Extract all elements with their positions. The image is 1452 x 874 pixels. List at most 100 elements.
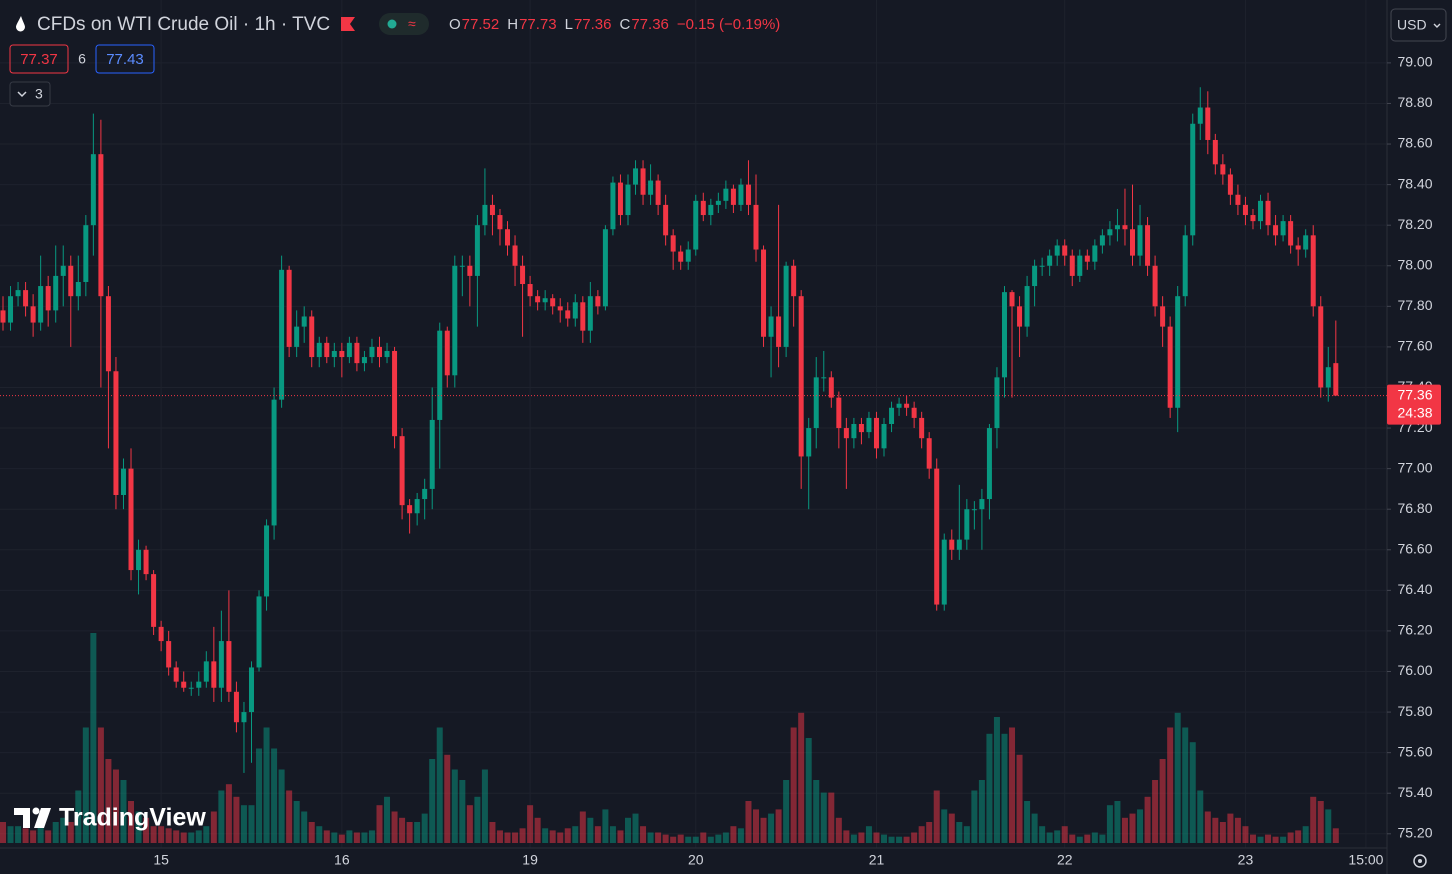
candle-body — [723, 188, 729, 201]
candle-body — [602, 229, 608, 307]
volume-bar — [745, 801, 752, 843]
volume-bar — [406, 822, 413, 843]
volume-bar — [1242, 826, 1249, 843]
volume-bar — [813, 780, 820, 843]
sell-button[interactable] — [9, 44, 69, 74]
volume-bar — [150, 826, 157, 843]
volume-bar — [256, 748, 263, 843]
candle-body — [1077, 255, 1083, 276]
volume-bar — [1325, 809, 1332, 843]
candle-body — [881, 424, 887, 449]
volume-bar — [361, 832, 368, 843]
volume-bar — [37, 826, 44, 843]
volume-bar — [1129, 813, 1136, 843]
candle-body — [422, 488, 428, 500]
volume-bar — [843, 830, 850, 843]
candle-body — [45, 286, 51, 311]
volume-bar — [240, 805, 247, 843]
volume-bar — [519, 828, 526, 843]
volume-bar — [572, 826, 579, 843]
candle-body — [640, 168, 646, 195]
candle-body — [1084, 255, 1090, 262]
candle-body — [1130, 229, 1135, 256]
candle-body — [75, 281, 81, 297]
volume-bar — [926, 822, 933, 843]
volume-bar — [15, 826, 22, 843]
candle-body — [595, 296, 601, 307]
candle-body — [1145, 225, 1151, 266]
candle-body — [1114, 225, 1120, 230]
candle-body — [264, 525, 270, 597]
candle-body — [1069, 255, 1075, 276]
candle-body — [143, 549, 149, 575]
volume-bar — [421, 813, 428, 843]
volume-bar — [1106, 805, 1113, 843]
logo-mark — [34, 808, 51, 828]
volume-bar — [323, 830, 330, 843]
volume-bar — [655, 832, 662, 843]
indicator-toggle[interactable] — [9, 81, 51, 107]
volume-bar — [549, 830, 556, 843]
ask-price[interactable]: 77.43 — [106, 51, 144, 68]
volume-bar — [963, 826, 970, 843]
volume-bar — [1302, 826, 1309, 843]
volume-bar — [564, 828, 571, 843]
candle-body — [444, 330, 450, 376]
candle-body — [1039, 265, 1045, 267]
volume-bar — [338, 834, 345, 843]
volume-bar — [496, 830, 503, 843]
bid-price[interactable]: 77.37 — [20, 51, 58, 68]
flag-icon[interactable] — [341, 17, 355, 31]
x-tick-label: 15 — [153, 852, 169, 868]
candle-body — [1310, 235, 1316, 307]
volume-bar — [993, 717, 1000, 843]
settings-icon[interactable] — [1413, 854, 1427, 868]
candle-body — [1107, 229, 1113, 236]
candle-body — [866, 417, 872, 433]
candle-body — [806, 428, 812, 457]
candle-body — [663, 204, 669, 236]
candle-body — [437, 330, 443, 420]
volume-bar — [7, 826, 14, 843]
candle-layer — [0, 87, 1339, 773]
candle-body — [520, 265, 526, 285]
volume-bar — [730, 826, 737, 843]
volume-bar — [22, 828, 29, 843]
volume-bar — [1039, 826, 1046, 843]
volume-bar — [707, 836, 714, 843]
candle-body — [128, 468, 134, 571]
status-pill[interactable] — [379, 13, 429, 35]
volume-bar — [1197, 790, 1204, 843]
candle-body — [1325, 367, 1331, 388]
candle-body — [158, 626, 164, 642]
candle-body — [633, 168, 639, 185]
candle-body — [527, 284, 533, 297]
y-tick-label: 76.40 — [1397, 581, 1432, 597]
volume-bar — [286, 790, 293, 843]
volume-bar — [700, 832, 707, 843]
volume-bar — [444, 754, 451, 843]
volume-bar — [1227, 813, 1234, 843]
symbol-title[interactable]: CFDs on WTI Crude Oil · 1h · TVC — [37, 14, 330, 35]
volume-bar — [75, 790, 82, 843]
volume-bar — [1310, 796, 1317, 843]
currency[interactable]: USD — [1397, 17, 1427, 33]
candle-body — [753, 204, 759, 250]
x-tick-label: 19 — [522, 852, 538, 868]
candle-body — [587, 296, 593, 331]
candle-body — [301, 316, 307, 327]
ohlc-value: 77.36 — [574, 16, 612, 33]
candle-body — [693, 200, 699, 250]
volume-bar — [1121, 817, 1128, 843]
candle-body — [971, 509, 977, 511]
candle-body — [23, 290, 29, 307]
volume-bar — [609, 826, 616, 843]
volume-bar — [82, 727, 89, 843]
buy-button[interactable] — [95, 44, 155, 74]
candle-body — [934, 468, 940, 605]
volume-bar — [248, 805, 255, 843]
volume-bar — [180, 832, 187, 843]
currency-button[interactable] — [1390, 8, 1447, 42]
candle-body — [836, 397, 842, 429]
volume-bar — [1024, 801, 1031, 843]
